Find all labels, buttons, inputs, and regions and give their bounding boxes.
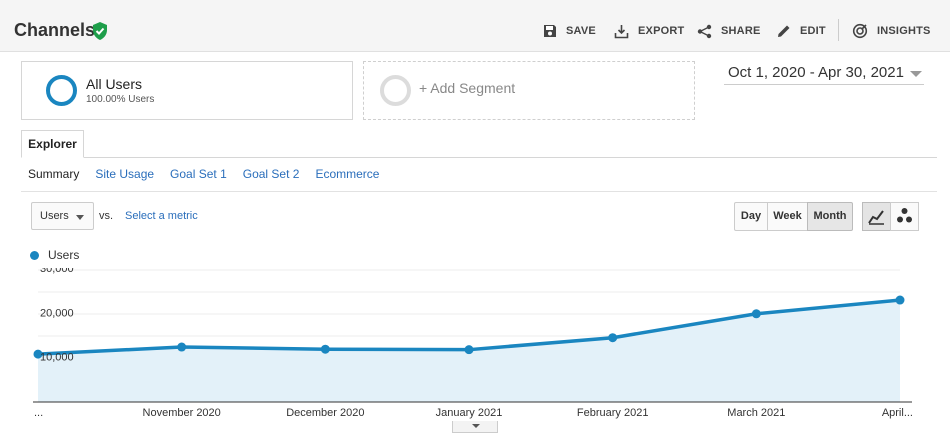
data-point- — [33, 349, 43, 359]
select-metric-link[interactable]: Select a metric — [125, 210, 198, 222]
add-segment-label: + Add Segment — [419, 80, 516, 96]
export-icon — [614, 24, 629, 38]
share-label: SHARE — [721, 25, 761, 37]
legend-label-users: Users — [48, 248, 80, 262]
metric-dropdown[interactable]: Users — [31, 202, 94, 230]
vs-label: vs. — [99, 210, 114, 222]
share-icon — [697, 24, 712, 38]
x-tick-label: February 2021 — [577, 407, 649, 419]
x-tick-label: April... — [882, 407, 913, 419]
edit-button[interactable]: EDIT — [777, 22, 826, 40]
segment-name: All Users — [86, 76, 143, 92]
subtab-divider — [21, 191, 937, 192]
tab-explorer[interactable]: Explorer — [21, 130, 84, 158]
data-point-december-2020 — [320, 344, 330, 354]
segment-all-users[interactable]: All Users 100.00% Users — [21, 61, 353, 120]
y-tick-label: 20,000 — [40, 307, 74, 319]
line-chart-view-button[interactable] — [862, 202, 891, 231]
explorer-subtabs: Summary Site Usage Goal Set 1 Goal Set 2… — [28, 167, 395, 181]
bubble-chart-icon — [897, 208, 912, 223]
header-divider — [838, 19, 839, 41]
period-day-button[interactable]: Day — [734, 202, 768, 231]
users-line-chart: 10,000 20,000 30,000... November 2020 Decemb… — [33, 268, 913, 419]
page-title: Channels — [14, 20, 96, 40]
chart-legend: Users — [30, 248, 79, 262]
subtab-goal-set-2[interactable]: Goal Set 2 — [242, 167, 300, 181]
share-button[interactable]: SHARE — [697, 22, 761, 40]
caret-down-icon — [76, 215, 84, 220]
save-button[interactable]: SAVE — [543, 22, 596, 40]
data-point-april — [895, 295, 905, 305]
y-tick-label: 10,000 — [40, 352, 74, 364]
data-point-november-2020 — [177, 342, 187, 352]
motion-chart-view-button[interactable] — [890, 202, 919, 231]
period-week-button[interactable]: Week — [767, 202, 808, 231]
save-icon — [544, 25, 556, 37]
metric-selected: Users — [40, 210, 69, 222]
insights-label: INSIGHTS — [877, 25, 931, 37]
data-point-march-2021 — [751, 309, 761, 319]
collapse-arrow-icon — [472, 424, 480, 428]
period-month-button[interactable]: Month — [807, 202, 853, 231]
segment-percent: 100.00% Users — [86, 94, 155, 105]
verified-shield-icon — [93, 22, 107, 40]
segment-ring-icon — [46, 75, 77, 106]
subtab-ecommerce[interactable]: Ecommerce — [315, 167, 380, 181]
export-label: EXPORT — [638, 25, 685, 37]
x-tick-label: November 2020 — [143, 407, 221, 419]
empty-segment-ring-icon — [380, 75, 411, 106]
insights-button[interactable]: INSIGHTS — [852, 22, 931, 40]
edit-label: EDIT — [800, 25, 826, 37]
subtab-site-usage[interactable]: Site Usage — [95, 167, 155, 181]
add-segment-button[interactable]: + Add Segment — [363, 61, 695, 120]
y-tick-label: 30,000 — [40, 268, 74, 275]
data-point-january-2021 — [464, 345, 474, 355]
chevron-down-icon — [910, 71, 922, 77]
x-tick-label: ... — [34, 407, 43, 419]
subtab-summary[interactable]: Summary — [28, 167, 80, 181]
edit-icon — [778, 25, 790, 37]
legend-dot-users — [30, 250, 39, 260]
save-label: SAVE — [566, 25, 596, 37]
export-button[interactable]: EXPORT — [614, 22, 684, 40]
x-tick-label: March 2021 — [727, 407, 785, 419]
x-tick-label: January 2021 — [436, 407, 503, 419]
collapse-chart-button[interactable] — [452, 421, 498, 433]
x-tick-label: December 2020 — [286, 407, 364, 419]
subtab-goal-set-1[interactable]: Goal Set 1 — [170, 167, 227, 181]
report-header: Channels SAVE EXPORT SHARE EDIT INSIGHTS — [0, 0, 950, 52]
date-range-picker[interactable]: Oct 1, 2020 - Apr 30, 2021 — [724, 61, 924, 85]
tab-divider — [21, 157, 937, 158]
insights-icon — [852, 23, 868, 39]
data-point-february-2021 — [608, 333, 618, 343]
date-range-text: Oct 1, 2020 - Apr 30, 2021 — [728, 64, 904, 81]
line-chart-icon — [868, 210, 884, 225]
